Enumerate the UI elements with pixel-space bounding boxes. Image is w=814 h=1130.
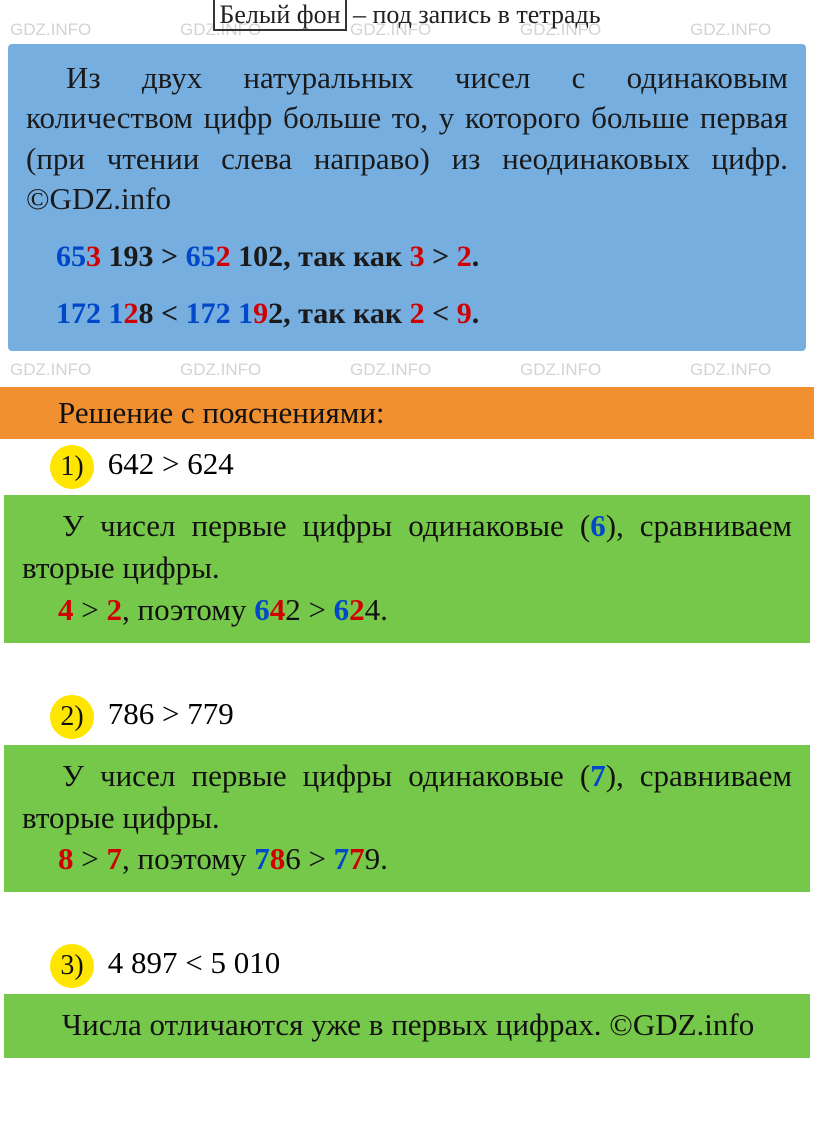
- rule-example-2: 172 128 < 172 192, так как 2 < 9.: [26, 294, 788, 333]
- problem-statement: 2) 786 > 779: [0, 689, 814, 745]
- explain-line-2: 8 > 7, поэтому 786 > 779.: [22, 838, 792, 880]
- problem-statement: 3) 4 897 < 5 010: [0, 938, 814, 994]
- problem-text: 642 > 624: [100, 446, 234, 481]
- explain-line-1: У чисел первые цифры одинако­вые (7), ср…: [22, 755, 792, 839]
- problem-number: 3): [50, 944, 94, 988]
- explain-box: У чисел первые цифры одинако­вые (7), ср…: [4, 745, 810, 893]
- explain-box: Числа отличаются уже в первых цифрах. ©G…: [4, 994, 810, 1058]
- top-note: Белый фон – под запись в тетрадь: [0, 0, 814, 36]
- rule-box: Из двух натуральных чисел с оди­наковым …: [8, 44, 806, 351]
- rule-text: Из двух натуральных чисел с оди­наковым …: [26, 58, 788, 219]
- problem-number: 1): [50, 445, 94, 489]
- explain-line-2: 4 > 2, поэтому 642 > 624.: [22, 589, 792, 631]
- problem-number: 2): [50, 695, 94, 739]
- problem-text: 4 897 < 5 010: [100, 945, 280, 980]
- problem-text: 786 > 779: [100, 696, 234, 731]
- explain-box: У чисел первые цифры одинако­вые (6), ср…: [4, 495, 810, 643]
- top-note-rest: – под запись в тетрадь: [347, 0, 601, 29]
- problem-statement: 1) 642 > 624: [0, 439, 814, 495]
- rule-example-1: 653 193 > 652 102, так как 3 > 2.: [26, 237, 788, 276]
- explain-line-1: У чисел первые цифры одинако­вые (6), ср…: [22, 505, 792, 589]
- boxed-label: Белый фон: [213, 0, 346, 31]
- solution-header: Решение с пояснениями:: [0, 387, 814, 439]
- explain-line-full: Числа отличаются уже в первых цифрах. ©G…: [22, 1004, 792, 1046]
